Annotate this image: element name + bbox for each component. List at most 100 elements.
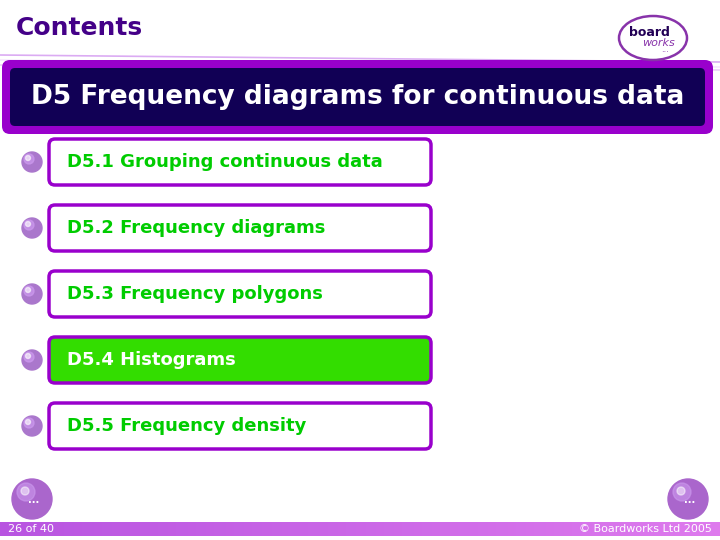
- Bar: [94, 522, 96, 536]
- Bar: [66, 522, 68, 536]
- Bar: [336, 522, 338, 536]
- Bar: [64, 522, 66, 536]
- Bar: [492, 522, 494, 536]
- Bar: [206, 522, 208, 536]
- Bar: [534, 522, 536, 536]
- Circle shape: [24, 418, 34, 428]
- Bar: [172, 522, 174, 536]
- Bar: [414, 522, 416, 536]
- Bar: [704, 522, 706, 536]
- Bar: [676, 522, 678, 536]
- Bar: [268, 522, 270, 536]
- Bar: [252, 522, 254, 536]
- Bar: [40, 522, 42, 536]
- Bar: [406, 522, 408, 536]
- Bar: [374, 522, 376, 536]
- Bar: [60, 522, 62, 536]
- Bar: [458, 522, 460, 536]
- Circle shape: [24, 220, 34, 230]
- Bar: [674, 522, 676, 536]
- Circle shape: [12, 479, 52, 519]
- Bar: [244, 522, 246, 536]
- Bar: [582, 522, 584, 536]
- Bar: [112, 522, 114, 536]
- Bar: [714, 522, 716, 536]
- Bar: [174, 522, 176, 536]
- Bar: [470, 522, 472, 536]
- Bar: [520, 522, 522, 536]
- Bar: [660, 522, 662, 536]
- Bar: [362, 522, 364, 536]
- Bar: [488, 522, 490, 536]
- Bar: [504, 522, 506, 536]
- Bar: [142, 522, 144, 536]
- Bar: [300, 522, 302, 536]
- Bar: [178, 522, 180, 536]
- Bar: [570, 522, 572, 536]
- Bar: [34, 522, 36, 536]
- Bar: [650, 522, 652, 536]
- Bar: [576, 522, 578, 536]
- Bar: [344, 522, 346, 536]
- Bar: [228, 522, 230, 536]
- Bar: [192, 522, 194, 536]
- Bar: [490, 522, 492, 536]
- Circle shape: [24, 352, 34, 362]
- Bar: [262, 522, 264, 536]
- Bar: [476, 522, 478, 536]
- Bar: [672, 522, 674, 536]
- Ellipse shape: [619, 16, 687, 60]
- Bar: [684, 522, 686, 536]
- Bar: [456, 522, 458, 536]
- Bar: [78, 522, 80, 536]
- Bar: [584, 522, 586, 536]
- Text: D5.3 Frequency polygons: D5.3 Frequency polygons: [67, 285, 323, 303]
- Bar: [524, 522, 526, 536]
- Bar: [50, 522, 52, 536]
- Bar: [246, 522, 248, 536]
- Bar: [10, 522, 12, 536]
- Bar: [370, 522, 372, 536]
- Bar: [198, 522, 200, 536]
- Bar: [352, 522, 354, 536]
- Bar: [580, 522, 582, 536]
- Bar: [44, 522, 46, 536]
- Bar: [292, 522, 294, 536]
- Text: board: board: [629, 25, 670, 38]
- Bar: [12, 522, 14, 536]
- Bar: [214, 522, 216, 536]
- Bar: [288, 522, 290, 536]
- Bar: [556, 522, 558, 536]
- Bar: [76, 522, 78, 536]
- Bar: [298, 522, 300, 536]
- Bar: [698, 522, 700, 536]
- Circle shape: [25, 287, 30, 293]
- Bar: [62, 522, 64, 536]
- Bar: [592, 522, 594, 536]
- Bar: [432, 522, 434, 536]
- Bar: [480, 522, 482, 536]
- Bar: [220, 522, 222, 536]
- Bar: [668, 522, 670, 536]
- Bar: [494, 522, 496, 536]
- Bar: [176, 522, 178, 536]
- Bar: [394, 522, 396, 536]
- FancyBboxPatch shape: [49, 205, 431, 251]
- Bar: [2, 522, 4, 536]
- Bar: [290, 522, 292, 536]
- Bar: [274, 522, 276, 536]
- Bar: [130, 522, 132, 536]
- Bar: [466, 522, 468, 536]
- Bar: [4, 522, 6, 536]
- Bar: [110, 522, 112, 536]
- FancyBboxPatch shape: [49, 403, 431, 449]
- Circle shape: [25, 156, 30, 160]
- Bar: [310, 522, 312, 536]
- Bar: [70, 522, 72, 536]
- Bar: [498, 522, 500, 536]
- Bar: [168, 522, 170, 536]
- Bar: [190, 522, 192, 536]
- Bar: [474, 522, 476, 536]
- Bar: [438, 522, 440, 536]
- Bar: [46, 522, 48, 536]
